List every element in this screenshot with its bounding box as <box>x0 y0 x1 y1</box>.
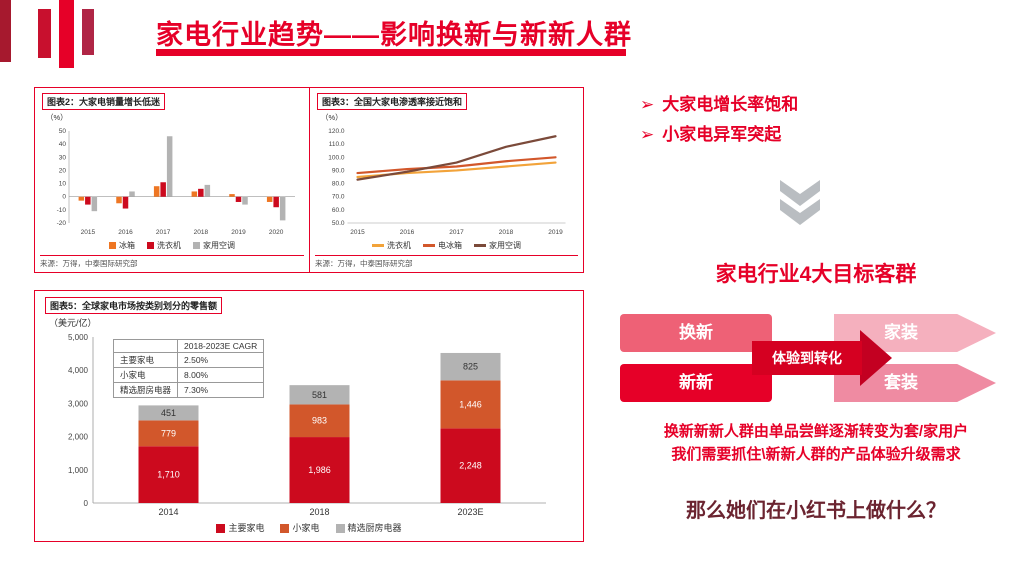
svg-text:0: 0 <box>62 194 66 201</box>
svg-text:40: 40 <box>59 141 67 148</box>
svg-text:2016: 2016 <box>118 229 133 236</box>
bullet-text: 大家电增长率饱和 <box>662 95 799 114</box>
flow-box-xinxin: 新新 <box>620 364 772 402</box>
closing-question: 那么她们在小红书上做什么？ <box>686 500 946 522</box>
svg-text:1,446: 1,446 <box>459 399 482 409</box>
svg-text:30: 30 <box>59 154 67 161</box>
legend-item: 电冰箱 <box>423 240 462 251</box>
top-charts-panel: 图表2：大家电销量增长低迷 （%） 50 40 30 20 10 0 -10 -20 2015 2… <box>34 87 584 273</box>
svg-text:825: 825 <box>463 362 478 372</box>
svg-text:2015: 2015 <box>81 229 96 236</box>
double-chevron-down-icon <box>774 180 826 231</box>
slide-title: 家电行业趋势——影响换新与新新人群 <box>156 20 632 50</box>
chart2-block: 图表2：大家电销量增长低迷 （%） 50 40 30 20 10 0 -10 -20 2015 2… <box>35 88 309 272</box>
legend-item: 洗衣机 <box>372 240 411 251</box>
bullet-arrow-icon: ➢ <box>640 125 655 144</box>
svg-text:1,000: 1,000 <box>68 466 89 475</box>
deco-bar-4 <box>82 9 94 55</box>
chart5-legend: 主要家电 小家电 精选厨房电器 <box>43 521 575 534</box>
svg-text:100.0: 100.0 <box>328 154 345 161</box>
legend-item: 家用空调 <box>193 240 235 251</box>
chart3-unit-label: （%） <box>321 113 343 122</box>
bullet-arrow-icon: ➢ <box>640 95 655 114</box>
title-underline <box>156 49 626 56</box>
legend-item: 家用空调 <box>474 240 521 251</box>
bullet-small-appliance: ➢ 小家电异军突起 <box>640 120 798 150</box>
svg-text:2019: 2019 <box>548 229 563 236</box>
svg-text:60.0: 60.0 <box>332 207 345 214</box>
insight-line-1: 换新新新人群由单品尝鲜逐渐转变为套/家用户 <box>663 423 969 440</box>
legend-item: 小家电 <box>280 521 320 534</box>
bullet-text: 小家电异军突起 <box>662 125 782 144</box>
legend-item: 冰箱 <box>109 240 135 251</box>
deco-bar-2 <box>38 9 51 58</box>
svg-text:779: 779 <box>161 428 176 438</box>
deco-bar-3 <box>59 0 74 68</box>
chart3-source: 来源：万得，中泰国际研究部 <box>315 255 578 269</box>
svg-text:2023E: 2023E <box>457 507 483 517</box>
legend-item: 洗衣机 <box>147 240 181 251</box>
target-groups-heading: 家电行业4大目标客群 <box>715 263 917 286</box>
flow-box-huanxin: 换新 <box>620 314 772 352</box>
svg-text:110.0: 110.0 <box>329 141 345 148</box>
bullet-large-appliance: ➢ 大家电增长率饱和 <box>640 90 798 120</box>
conversion-arrow-icon <box>860 330 892 386</box>
svg-text:50.0: 50.0 <box>332 220 345 227</box>
chart3-block: 图表3：全国大家电渗透率接近饱和 （%） 120.0 110.0 100.0 90.0… <box>309 88 583 272</box>
chart2-legend: 冰箱 洗衣机 家用空调 <box>40 240 304 251</box>
svg-text:2020: 2020 <box>269 229 284 236</box>
conversion-badge: 体验到转化 <box>752 341 862 375</box>
svg-text:2014: 2014 <box>158 507 178 517</box>
key-points: ➢ 大家电增长率饱和 ➢ 小家电异军突起 <box>640 90 798 150</box>
svg-text:2,248: 2,248 <box>459 461 482 471</box>
chart3-legend: 洗衣机 电冰箱 家用空调 <box>315 240 578 251</box>
svg-text:-20: -20 <box>57 220 67 227</box>
chart5-wrap: 0 1,000 2,000 3,000 4,000 5,000 1,710 779 451 201… <box>51 329 556 519</box>
svg-text:581: 581 <box>312 390 327 400</box>
chart2-unit-label: （%） <box>46 113 68 122</box>
svg-text:0: 0 <box>84 499 89 508</box>
chart3-plot: 120.0 110.0 100.0 90.0 80.0 70.0 60.0 50.0 2015 2… <box>315 123 578 239</box>
legend-item: 精选厨房电器 <box>335 521 402 534</box>
svg-text:1,986: 1,986 <box>308 465 331 475</box>
svg-text:-10: -10 <box>57 207 67 214</box>
svg-text:10: 10 <box>59 181 67 188</box>
insight-line-2: 我们需要抓住\新新人群的产品体验升级需求 <box>671 446 961 463</box>
chart5-plot: 0 1,000 2,000 3,000 4,000 5,000 1,710 779 451 201… <box>51 329 556 519</box>
target-groups-diagram: 换新 家装 新新 套装 体验到转化 <box>616 310 1016 410</box>
svg-text:70.0: 70.0 <box>332 194 345 201</box>
chart2-title: 图表2：大家电销量增长低迷 <box>42 93 166 110</box>
svg-text:2015: 2015 <box>350 229 365 236</box>
svg-text:80.0: 80.0 <box>332 181 345 188</box>
cagr-table: 2018-2023E CAGR 主要家电 2.50% 小家电 8.00% 精选厨房电器 7.… <box>112 339 265 398</box>
chart5-unit-label: （美元/亿） <box>49 318 97 328</box>
svg-text:2018: 2018 <box>194 229 209 236</box>
legend-item: 主要家电 <box>216 521 264 534</box>
chart2-plot: 50 40 30 20 10 0 -10 -20 2015 2016 2017 2018 2019 202… <box>40 123 304 239</box>
svg-text:2018: 2018 <box>309 507 329 517</box>
svg-text:5,000: 5,000 <box>68 333 89 342</box>
svg-text:90.0: 90.0 <box>332 167 345 174</box>
chart2-source: 来源：万得，中泰国际研究部 <box>40 255 304 269</box>
svg-text:2016: 2016 <box>400 229 415 236</box>
svg-text:20: 20 <box>59 167 67 174</box>
insight-text: 换新新新人群由单品尝鲜逐渐转变为套/家用户 我们需要抓住\新新人群的产品体验升级… <box>616 420 1016 466</box>
chart5-title: 图表5：全球家电市场按类别划分的零售额 <box>45 297 223 314</box>
svg-text:2,000: 2,000 <box>68 433 89 442</box>
svg-text:983: 983 <box>312 416 327 426</box>
svg-text:2019: 2019 <box>231 229 246 236</box>
svg-text:2017: 2017 <box>156 229 171 236</box>
chart3-title: 图表3：全国大家电渗透率接近饱和 <box>317 93 468 110</box>
bottom-chart-panel: 图表5：全球家电市场按类别划分的零售额 （美元/亿） 0 1,000 2,000 3,… <box>34 290 584 542</box>
svg-text:120.0: 120.0 <box>328 128 345 135</box>
svg-text:4,000: 4,000 <box>68 366 89 375</box>
svg-text:50: 50 <box>59 128 67 135</box>
svg-text:3,000: 3,000 <box>68 399 89 408</box>
deco-bar-1 <box>0 0 11 62</box>
svg-text:2017: 2017 <box>449 229 464 236</box>
svg-text:1,710: 1,710 <box>157 470 180 480</box>
svg-text:451: 451 <box>161 408 176 418</box>
svg-text:2018: 2018 <box>499 229 514 236</box>
